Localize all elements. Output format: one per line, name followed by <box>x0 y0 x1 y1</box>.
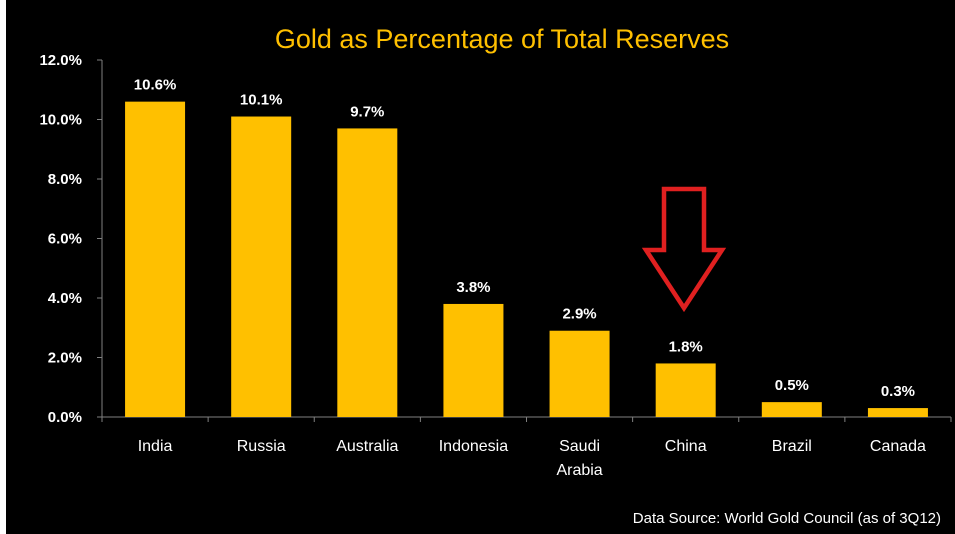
x-tick-label: Indonesia <box>439 438 508 455</box>
data-label: 0.5% <box>775 377 809 394</box>
data-label: 9.7% <box>350 103 384 120</box>
data-label: 3.8% <box>456 279 490 296</box>
x-tick-label: Canada <box>870 438 926 455</box>
x-tick-label: Australia <box>336 438 398 455</box>
bar <box>125 102 185 417</box>
y-tick-label: 0.0% <box>48 409 82 426</box>
y-tick-label: 8.0% <box>48 171 82 188</box>
bar <box>231 117 291 417</box>
y-tick-label: 2.0% <box>48 350 82 367</box>
y-tick-label: 12.0% <box>39 52 82 69</box>
x-axis: India Russia Australia Indonesia Saudi Arabia… <box>102 417 951 479</box>
data-label: 2.9% <box>562 306 596 323</box>
y-tick-label: 4.0% <box>48 290 82 307</box>
bar <box>337 128 397 417</box>
x-tick-label: Russia <box>237 438 286 455</box>
data-label: 10.1% <box>240 92 283 109</box>
chart-canvas: Gold as Percentage of Total Reserves 0.0… <box>6 0 955 534</box>
x-tick-label: Saudi <box>559 438 600 455</box>
bar <box>868 408 928 417</box>
data-label: 0.3% <box>881 383 915 400</box>
x-tick-label: Arabia <box>556 462 602 479</box>
x-tick-label: India <box>138 438 173 455</box>
y-tick-label: 10.0% <box>39 112 82 129</box>
bar <box>443 304 503 417</box>
bar <box>762 402 822 417</box>
chart-title: Gold as Percentage of Total Reserves <box>275 24 729 54</box>
x-tick-label: Brazil <box>772 438 812 455</box>
data-label: 10.6% <box>134 77 177 94</box>
y-tick-label: 6.0% <box>48 231 82 248</box>
bars: 10.6% 10.1% 9.7% 3.8% 2.9% 1.8% 0.5% 0.3% <box>125 77 928 417</box>
x-tick-label: China <box>665 438 707 455</box>
down-arrow-icon <box>646 189 722 308</box>
y-axis: 0.0% 2.0% 4.0% 6.0% 8.0% 10.0% 12.0% <box>39 52 102 426</box>
data-label: 1.8% <box>669 338 703 355</box>
data-source-note: Data Source: World Gold Council (as of 3… <box>633 510 941 527</box>
bar <box>550 331 610 417</box>
bar <box>656 363 716 417</box>
